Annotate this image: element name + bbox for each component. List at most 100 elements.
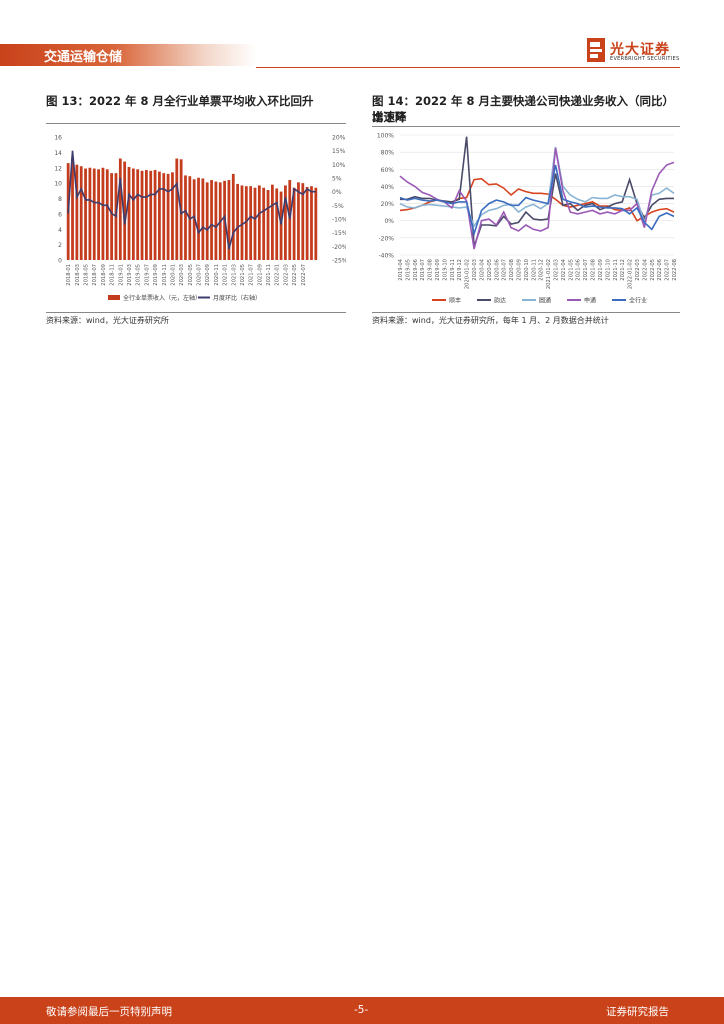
x-tick-label: 2019-08 bbox=[428, 259, 434, 281]
y-left-tick-label: 10 bbox=[54, 181, 62, 188]
x-tick-label: 2022-08 bbox=[672, 259, 678, 281]
y-right-tick-label: 5% bbox=[332, 176, 342, 183]
x-tick-label: 2021-10 bbox=[605, 259, 611, 281]
bar bbox=[305, 186, 309, 260]
series-line-韵达 bbox=[400, 136, 674, 247]
figure-14-top-rule bbox=[372, 126, 680, 127]
x-tick-label: 2019-07 bbox=[144, 264, 150, 286]
x-tick-label: 2019-12 bbox=[457, 259, 463, 281]
x-tick-label: 2019-04 bbox=[398, 258, 404, 280]
header-rule bbox=[256, 67, 680, 68]
bar bbox=[140, 170, 144, 260]
bar bbox=[171, 172, 174, 260]
bar bbox=[201, 178, 205, 260]
x-tick-label: 2019-06 bbox=[413, 259, 419, 281]
y-tick-label: 60% bbox=[381, 167, 395, 174]
y-left-tick-label: 0 bbox=[58, 258, 62, 265]
x-tick-label: 2019-09 bbox=[153, 264, 159, 286]
legend-label-韵达: 韵达 bbox=[494, 297, 506, 305]
y-right-tick-label: -5% bbox=[332, 203, 344, 210]
chart-13: 0 2 4 6 8 10 12 14 16 -25% -20% -15% -10% -5% 0% 5% 10% 1… bbox=[54, 135, 346, 303]
figure-13-bottom-rule bbox=[46, 312, 346, 313]
x-tick-label: 2020-04 bbox=[479, 258, 485, 280]
bar bbox=[184, 175, 187, 260]
bar bbox=[266, 190, 270, 260]
x-tick-label: 2019-10 bbox=[442, 259, 448, 281]
y-tick-label: -20% bbox=[378, 235, 394, 242]
x-tick-label: 2021-11 bbox=[266, 264, 272, 286]
x-tick-label: 2022-05 bbox=[292, 264, 298, 286]
y-left-tick-label: 8 bbox=[58, 196, 62, 203]
bar bbox=[75, 164, 79, 260]
bar bbox=[166, 173, 170, 260]
x-tick-label: 2018-03 bbox=[75, 264, 81, 286]
figure-14-title-line2: 比下降 bbox=[372, 110, 407, 124]
bar bbox=[88, 167, 92, 260]
bar bbox=[71, 157, 74, 260]
footer-bar: 敬请参阅最后一页特别声明 -5- 证券研究报告 bbox=[0, 997, 724, 1024]
footer-report-type: 证券研究报告 bbox=[606, 1006, 669, 1018]
bar bbox=[314, 187, 318, 260]
bar bbox=[297, 182, 300, 260]
bar bbox=[197, 177, 200, 260]
y-tick-label: 80% bbox=[381, 150, 395, 157]
y-tick-label: 20% bbox=[381, 201, 395, 208]
x-tick-label: 2021-01-02 bbox=[546, 259, 552, 289]
x-tick-label: 2018-07 bbox=[92, 264, 98, 286]
bar bbox=[257, 185, 261, 260]
bar bbox=[92, 168, 96, 260]
bar bbox=[210, 180, 213, 260]
figure-13-source: 资料来源：wind，光大证券研究所 bbox=[46, 316, 169, 325]
x-tick-label: 2018-11 bbox=[110, 264, 116, 286]
x-tick-label: 2021-05 bbox=[240, 264, 246, 286]
bar bbox=[136, 169, 140, 260]
y-left-tick-label: 16 bbox=[54, 135, 62, 142]
bar bbox=[310, 186, 313, 260]
section-title: 交通运输仓储 bbox=[44, 50, 123, 65]
chart-14: -40% -20% 0% 20% 40% 60% 80% 100% 2019-04 2019-05… bbox=[377, 133, 678, 305]
bar bbox=[118, 158, 122, 260]
series-line-全行业 bbox=[399, 164, 675, 237]
y-right-tick-label: -15% bbox=[332, 230, 346, 237]
bar bbox=[79, 166, 83, 260]
y-tick-label: 100% bbox=[377, 133, 394, 140]
x-tick-label: 2020-05 bbox=[487, 259, 493, 281]
bar bbox=[244, 186, 248, 260]
legend-label-全行业: 全行业 bbox=[629, 297, 647, 305]
bar bbox=[249, 186, 253, 260]
bar bbox=[123, 161, 127, 260]
x-tick-label: 2019-09 bbox=[435, 259, 441, 281]
x-tick-label: 2020-06 bbox=[494, 259, 500, 281]
x-tick-label: 2020-08 bbox=[509, 259, 515, 281]
legend-label-顺丰: 顺丰 bbox=[449, 297, 461, 305]
x-tick-label: 2022-03 bbox=[283, 264, 289, 286]
x-tick-label: 2022-01-02 bbox=[628, 259, 634, 289]
figure-13-title: 图 13：2022 年 8 月全行业单票平均收入环比回升 bbox=[46, 94, 314, 108]
x-tick-label: 2022-07 bbox=[301, 264, 307, 286]
bar bbox=[97, 169, 100, 260]
figure-14-title-line1: 图 14：2022 年 8 月主要快递公司快递业务收入（同比）增速环 bbox=[372, 94, 675, 124]
x-tick-label: 2019-11 bbox=[162, 264, 168, 286]
footer-disclaimer-link[interactable]: 敬请参阅最后一页特别声明 bbox=[46, 1006, 172, 1018]
bar bbox=[227, 180, 231, 260]
x-tick-label: 2022-06 bbox=[657, 259, 663, 281]
x-tick-label: 2018-09 bbox=[101, 264, 107, 286]
y-tick-label: 40% bbox=[381, 184, 395, 191]
legend-swatch-bar bbox=[108, 295, 120, 300]
bar bbox=[262, 187, 266, 260]
x-tick-label: 2020-07 bbox=[502, 259, 508, 281]
bar bbox=[175, 158, 179, 260]
x-tick-label: 2021-04 bbox=[561, 258, 567, 280]
bar bbox=[275, 188, 279, 260]
x-tick-label: 2020-05 bbox=[188, 264, 194, 286]
x-tick-label: 2021-05 bbox=[568, 259, 574, 281]
x-tick-label: 2019-05 bbox=[136, 264, 142, 286]
figure-14-source: 资料来源：wind，光大证券研究所，每年 1 月、2 月数据合并统计 bbox=[372, 316, 609, 325]
y-left-tick-label: 14 bbox=[54, 150, 62, 157]
x-tick-label: 2022-07 bbox=[665, 259, 671, 281]
bar bbox=[105, 169, 109, 260]
series-line-圆通 bbox=[399, 146, 675, 228]
bar bbox=[214, 181, 218, 260]
bar bbox=[292, 187, 296, 260]
x-tick-label: 2022-04 bbox=[642, 258, 648, 280]
